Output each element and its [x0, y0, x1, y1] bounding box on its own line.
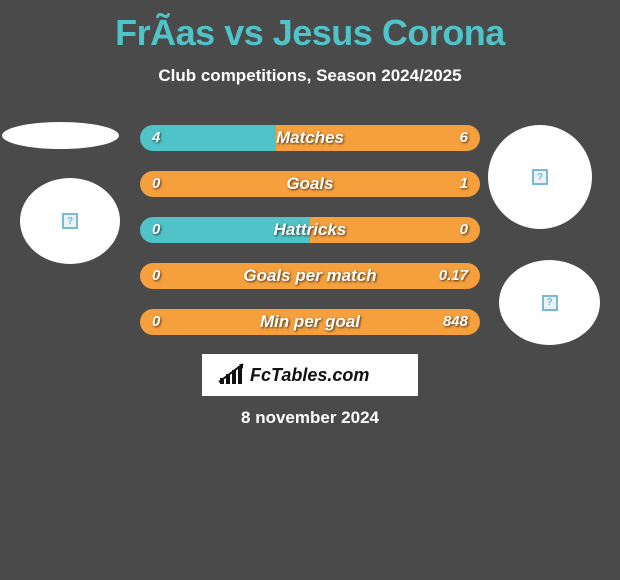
brand-badge: FcTables.com	[202, 354, 418, 396]
comparison-bars: 46Matches 01Goals 00Hattricks 00.17Goals pe…	[140, 125, 480, 355]
stat-bar: 00.17Goals per match	[140, 263, 480, 289]
stat-bar: 01Goals	[140, 171, 480, 197]
page-title: FrÃ­as vs Jesus Corona	[0, 0, 620, 54]
stat-bar: 46Matches	[140, 125, 480, 151]
bar-label: Goals per match	[140, 263, 480, 289]
decor-circle-bot-right: ?	[499, 260, 600, 345]
placeholder-image-icon: ?	[532, 169, 548, 185]
bar-label: Hattricks	[140, 217, 480, 243]
stat-bar: 00Hattricks	[140, 217, 480, 243]
svg-text:FcTables.com: FcTables.com	[250, 365, 369, 385]
decor-circle-mid-left: ?	[20, 178, 120, 264]
bar-label: Goals	[140, 171, 480, 197]
bar-label: Matches	[140, 125, 480, 151]
decor-ellipse-top-left	[2, 122, 119, 149]
fctables-logo-icon: FcTables.com	[210, 360, 410, 390]
date-label: 8 november 2024	[0, 408, 620, 428]
placeholder-image-icon: ?	[62, 213, 78, 229]
bar-label: Min per goal	[140, 309, 480, 335]
decor-circle-top-right: ?	[488, 125, 592, 229]
page-subtitle: Club competitions, Season 2024/2025	[0, 66, 620, 86]
placeholder-image-icon: ?	[542, 295, 558, 311]
stat-bar: 0848Min per goal	[140, 309, 480, 335]
